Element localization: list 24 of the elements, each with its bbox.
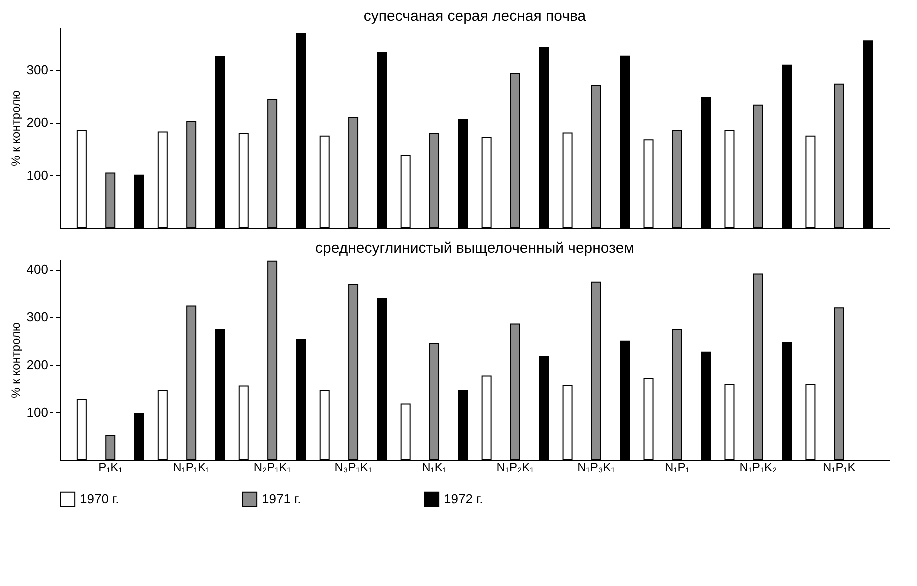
legend-label: 1971 г. <box>262 491 302 506</box>
y-tick-label: 300 <box>26 62 48 78</box>
chart-title: супесчаная серая лесная почва <box>364 8 587 25</box>
legend-label: 1970 г. <box>80 491 120 506</box>
x-tick-label: P₁K₁ <box>98 460 123 474</box>
y-tick-label: 200 <box>26 115 48 130</box>
y-tick-label: 100 <box>26 404 48 420</box>
x-tick-label: N₁K₁ <box>422 460 447 474</box>
legend-label: 1972 г. <box>444 491 484 506</box>
y-tick-label: 400 <box>26 262 48 278</box>
y-axis-title: % к контролю <box>8 322 23 398</box>
y-tick-label: 100 <box>26 168 48 183</box>
x-tick-label: N₂P₁K₁ <box>254 460 292 474</box>
chart-title: среднесуглинистый выщелоченный чернозем <box>316 240 634 257</box>
x-tick-label: N₁P₁K₂ <box>740 460 778 474</box>
x-tick-label: N₁P₂K₁ <box>496 460 534 474</box>
x-tick-label: N₃P₁K₁ <box>334 460 372 474</box>
x-tick-label: N₁P₃K₁ <box>578 460 616 474</box>
x-tick-label: N₁P₁K <box>823 460 856 474</box>
x-tick-label: N₁P₁K₁ <box>173 460 210 474</box>
y-tick-label: 200 <box>26 357 48 372</box>
y-axis-title: % к контролю <box>8 90 23 166</box>
y-tick-label: 300 <box>26 310 48 325</box>
x-tick-label: N₁P₁ <box>665 460 690 474</box>
